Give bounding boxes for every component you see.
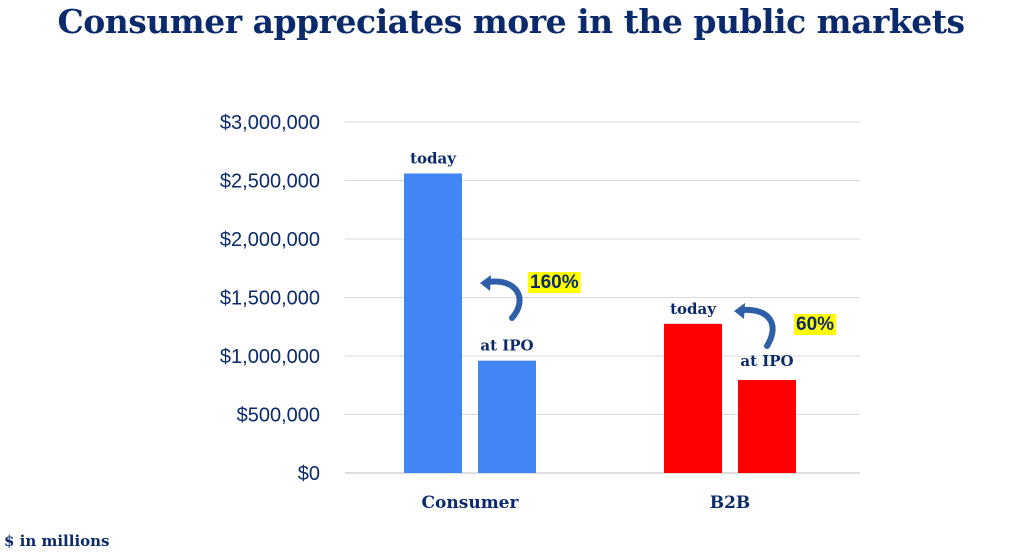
y-tick-label: $2,500,000 (220, 171, 320, 193)
y-tick-label: $1,500,000 (220, 288, 320, 310)
y-tick-label: $500,000 (237, 405, 320, 427)
curved-arrow-icon (739, 306, 776, 349)
y-tick-label: $3,000,000 (220, 112, 320, 134)
units-note: $ in millions (4, 532, 110, 550)
chart-title: Consumer appreciates more in the public … (57, 2, 965, 41)
category-label: B2B (710, 493, 751, 513)
growth-percent-label: 160% (530, 272, 579, 293)
bar-b2b-today (664, 323, 722, 473)
arrow-head-icon (480, 275, 491, 291)
bar-label: at IPO (740, 352, 793, 370)
bar-label: today (670, 300, 717, 318)
growth-percent-label: 60% (796, 314, 834, 335)
y-tick-label: $1,000,000 (220, 346, 320, 368)
y-tick-label: $0 (298, 463, 320, 485)
bar-label: today (410, 149, 457, 167)
y-tick-label: $2,000,000 (220, 229, 320, 251)
bar-b2b-at-ipo (738, 379, 796, 473)
bar-consumer-today (404, 173, 462, 474)
bar-label: at IPO (480, 337, 533, 355)
curved-arrow-icon (485, 278, 523, 321)
category-label: Consumer (422, 493, 520, 513)
arrow-head-icon (734, 303, 745, 319)
bar-consumer-at-ipo (478, 360, 536, 473)
highlight (528, 272, 581, 293)
highlight (794, 314, 837, 335)
